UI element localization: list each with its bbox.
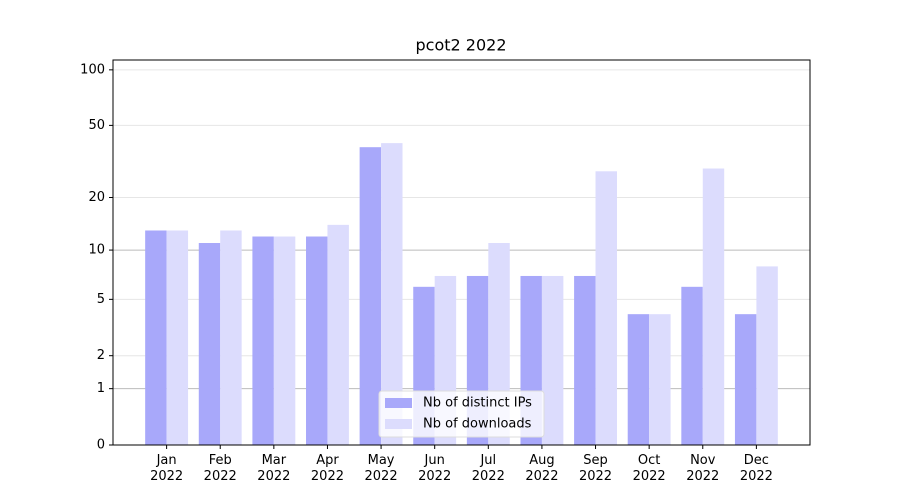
x-tick-label: Jun 2022 <box>418 453 452 484</box>
bar <box>702 168 725 445</box>
x-tick-label: Nov 2022 <box>686 453 720 484</box>
bar <box>649 314 671 445</box>
bar <box>627 314 650 445</box>
x-tick-label: Oct 2022 <box>632 453 666 484</box>
legend-label: Nb of distinct IPs <box>423 396 532 411</box>
bar <box>681 286 703 445</box>
x-tick-label: May 2022 <box>364 453 398 484</box>
x-tick-label: Apr 2022 <box>310 453 344 484</box>
bar <box>734 314 757 445</box>
y-tick-label: 10 <box>88 243 105 258</box>
y-tick-label: 1 <box>97 381 105 396</box>
bar <box>145 230 167 445</box>
bar <box>252 236 274 445</box>
y-tick-label: 0 <box>97 438 105 453</box>
y-tick-label: 2 <box>97 348 105 363</box>
bar <box>198 243 221 445</box>
legend-label: Nb of downloads <box>423 417 532 432</box>
x-tick-label: Sep 2022 <box>578 453 613 484</box>
legend: Nb of distinct IPs Nb of downloads <box>378 390 545 438</box>
bar <box>381 143 403 445</box>
bar <box>166 230 189 445</box>
bar <box>327 224 349 445</box>
bar <box>359 147 382 445</box>
x-tick-label: Feb 2022 <box>203 453 237 484</box>
legend-swatch <box>385 398 412 408</box>
y-tick-label: 20 <box>88 190 105 205</box>
legend-box <box>378 390 545 438</box>
x-tick-label: Jan 2022 <box>150 453 184 484</box>
y-tick-label: 50 <box>88 118 105 133</box>
legend-swatch <box>385 419 412 429</box>
plot-frame <box>112 59 811 446</box>
y-tick-label: 5 <box>97 292 105 307</box>
x-tick-label: Aug 2022 <box>525 453 559 484</box>
y-tick-label: 100 <box>80 62 105 77</box>
x-tick-label: Mar 2022 <box>257 453 291 484</box>
chart-title: pcot2 2022 <box>416 36 507 55</box>
bar <box>220 230 242 445</box>
bar <box>756 266 778 445</box>
bar <box>541 275 564 445</box>
bar <box>595 171 617 445</box>
bar <box>574 275 596 445</box>
x-tick-label: Dec 2022 <box>739 453 773 484</box>
bar <box>306 236 328 445</box>
x-tick-label: Jul 2022 <box>471 453 505 484</box>
bar <box>273 236 296 445</box>
